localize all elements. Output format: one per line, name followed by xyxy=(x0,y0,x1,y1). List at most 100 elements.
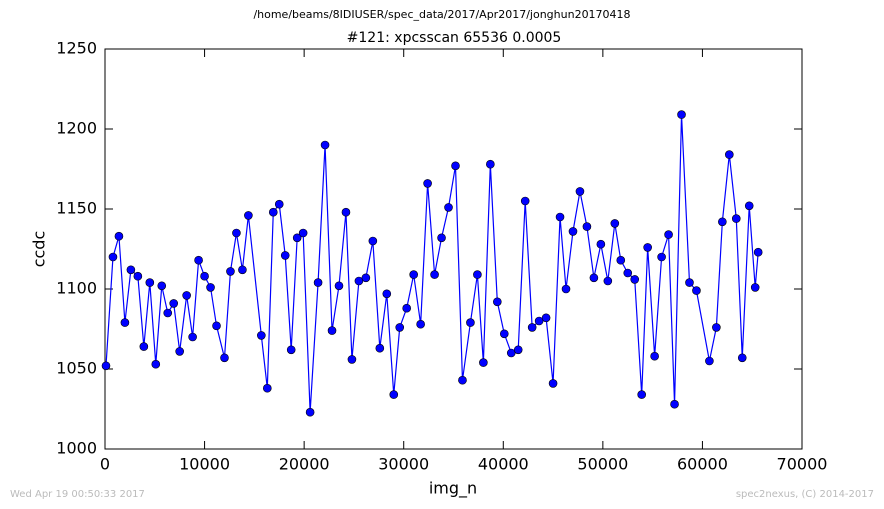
x-tick-label: 60000 xyxy=(677,455,728,474)
point xyxy=(513,345,523,355)
point xyxy=(444,203,453,212)
point xyxy=(157,281,167,291)
point xyxy=(395,323,405,332)
point xyxy=(744,201,754,211)
point xyxy=(126,265,136,275)
x-tick-label: 70000 xyxy=(777,455,828,474)
point xyxy=(194,255,203,265)
point xyxy=(582,222,592,231)
point xyxy=(133,271,143,281)
header: /home/beams/8IDIUSER/spec_data/2017/Apr2… xyxy=(253,8,630,21)
point xyxy=(257,331,266,340)
point xyxy=(206,283,215,292)
point xyxy=(263,383,272,393)
point xyxy=(630,275,640,284)
point xyxy=(389,390,399,399)
x-tick-label: 20000 xyxy=(279,455,330,474)
point xyxy=(244,211,253,220)
point xyxy=(451,161,460,171)
point xyxy=(120,318,130,327)
point xyxy=(200,271,209,281)
point xyxy=(561,284,571,294)
point xyxy=(182,291,191,300)
point xyxy=(610,219,620,228)
point xyxy=(232,228,241,238)
point xyxy=(437,233,446,243)
point xyxy=(220,353,229,363)
point xyxy=(292,233,302,243)
point xyxy=(226,267,235,276)
x-axis-label: img_n xyxy=(429,479,477,499)
point xyxy=(473,270,482,279)
point xyxy=(493,297,502,307)
point xyxy=(548,379,558,388)
point xyxy=(486,159,495,169)
point xyxy=(354,276,364,286)
point xyxy=(320,140,330,150)
point xyxy=(327,326,337,335)
point xyxy=(520,196,530,206)
point xyxy=(139,342,149,351)
point xyxy=(402,303,412,313)
point xyxy=(280,251,290,260)
point xyxy=(382,289,392,299)
point xyxy=(506,348,516,358)
point xyxy=(361,273,371,283)
point xyxy=(534,316,544,326)
point xyxy=(737,353,747,363)
point xyxy=(670,399,679,409)
point xyxy=(430,270,439,279)
point xyxy=(313,278,323,287)
point xyxy=(274,199,284,209)
point xyxy=(108,252,118,262)
point xyxy=(731,214,741,223)
point xyxy=(416,319,425,329)
point xyxy=(725,150,734,159)
point xyxy=(151,359,161,369)
point xyxy=(616,255,626,265)
point xyxy=(188,332,197,342)
point xyxy=(555,212,565,222)
point xyxy=(368,236,378,246)
chart-title: #121: xpcsscan 65536 0.0005 xyxy=(347,30,562,46)
point xyxy=(499,329,509,339)
x-tick-label: 30000 xyxy=(378,455,429,474)
point xyxy=(169,299,179,308)
point xyxy=(750,283,760,292)
point xyxy=(238,265,247,275)
point xyxy=(527,323,537,332)
point xyxy=(568,227,578,236)
y-tick-label: 1200 xyxy=(56,119,97,138)
y-tick-label: 1250 xyxy=(56,39,97,58)
point xyxy=(341,207,351,217)
point xyxy=(286,345,296,355)
point xyxy=(677,110,686,119)
y-tick-label: 1100 xyxy=(56,279,97,298)
point xyxy=(175,347,184,356)
point xyxy=(212,321,221,331)
point xyxy=(409,270,418,279)
point xyxy=(541,313,551,323)
point xyxy=(685,278,694,287)
point xyxy=(145,278,155,287)
point xyxy=(458,375,467,385)
point xyxy=(753,247,763,257)
x-tick-label: 0 xyxy=(100,455,110,474)
point xyxy=(305,407,315,417)
plot-frame xyxy=(104,48,803,450)
point xyxy=(589,273,599,283)
point xyxy=(347,355,357,364)
point xyxy=(466,318,475,327)
x-tick-label: 50000 xyxy=(577,455,628,474)
point xyxy=(575,187,585,196)
point xyxy=(692,286,701,295)
point xyxy=(712,323,721,332)
series-line xyxy=(105,114,759,413)
footer-left: Wed Apr 19 00:50:33 2017 xyxy=(10,489,145,500)
point xyxy=(623,268,633,278)
point xyxy=(268,207,278,217)
point xyxy=(479,358,488,367)
point xyxy=(423,179,432,188)
